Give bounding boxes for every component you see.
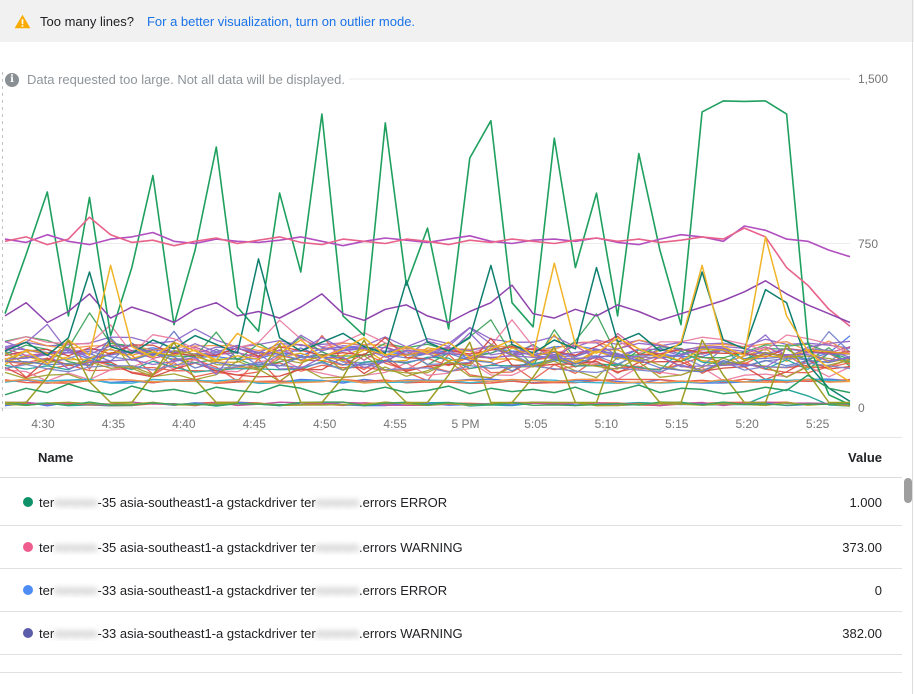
- redacted-text: mmmm: [54, 539, 98, 555]
- redacted-text: mmmm: [54, 582, 98, 598]
- divider: [0, 672, 902, 673]
- x-tick-label: 4:35: [101, 417, 126, 431]
- series-name: termmmm-35 asia-southeast1-a gstackdrive…: [39, 539, 463, 555]
- x-tick-label: 4:30: [31, 417, 55, 431]
- column-header-name[interactable]: Name: [38, 450, 74, 465]
- table-row[interactable]: termmmm-35 asia-southeast1-a gstackdrive…: [0, 479, 902, 526]
- x-tick-label: 5:20: [735, 417, 759, 431]
- table-row[interactable]: termmmm-33 asia-southeast1-a gstackdrive…: [0, 569, 902, 612]
- table-row[interactable]: termmmm-35 asia-southeast1-a gstackdrive…: [0, 526, 902, 569]
- x-tick-label: 4:45: [242, 417, 266, 431]
- series-value: 373.00: [842, 539, 882, 555]
- legend-table-body: termmmm-35 asia-southeast1-a gstackdrive…: [0, 479, 902, 655]
- column-header-value[interactable]: Value: [848, 450, 882, 465]
- table-row[interactable]: termmmm-33 asia-southeast1-a gstackdrive…: [0, 612, 902, 655]
- notice-text: Data requested too large. Not all data w…: [27, 72, 349, 87]
- y-tick-label: 1,500: [858, 72, 889, 86]
- series-color-dot: [23, 542, 33, 552]
- series-value: 382.00: [842, 625, 882, 641]
- x-tick-label: 5:05: [524, 417, 548, 431]
- x-tick-label: 5:15: [665, 417, 689, 431]
- divider: [0, 437, 902, 438]
- line-chart[interactable]: [0, 66, 914, 426]
- series-value: 1.000: [849, 494, 882, 510]
- y-tick-label: 750: [858, 236, 879, 251]
- warning-icon: [14, 14, 31, 28]
- redacted-text: mmmm: [315, 494, 360, 510]
- x-tick-label: 4:50: [313, 417, 337, 431]
- warning-banner: Too many lines? For a better visualizati…: [0, 0, 914, 42]
- y-tick-label: 0: [858, 401, 865, 415]
- redacted-text: mmmm: [54, 625, 98, 641]
- redacted-text: mmmm: [315, 582, 360, 598]
- series-color-dot: [23, 585, 33, 595]
- outlier-mode-link[interactable]: For a better visualization, turn on outl…: [146, 13, 416, 29]
- info-icon: i: [5, 72, 19, 87]
- banner-text: Too many lines?: [40, 13, 134, 29]
- data-truncation-notice: i Data requested too large. Not all data…: [5, 72, 349, 87]
- series-color-dot: [23, 628, 33, 638]
- redacted-text: mmmm: [315, 539, 360, 555]
- table-scrollbar-thumb[interactable]: [904, 478, 912, 503]
- x-tick-label: 4:40: [172, 417, 196, 431]
- x-tick-label: 5:25: [805, 417, 830, 431]
- series-name: termmmm-35 asia-southeast1-a gstackdrive…: [39, 494, 448, 510]
- redacted-text: mmmm: [315, 625, 360, 641]
- redacted-text: mmmm: [54, 494, 98, 510]
- x-tick-label: 4:55: [383, 417, 407, 431]
- series-value: 0: [874, 582, 882, 598]
- page-edge-line: [912, 0, 913, 694]
- x-tick-label: 5:10: [594, 417, 619, 431]
- series-color-dot: [23, 497, 33, 507]
- series-name: termmmm-33 asia-southeast1-a gstackdrive…: [39, 582, 448, 598]
- x-tick-label: 5 PM: [451, 417, 480, 431]
- series-name: termmmm-33 asia-southeast1-a gstackdrive…: [39, 625, 463, 641]
- legend-table-header: Name Value: [0, 438, 902, 478]
